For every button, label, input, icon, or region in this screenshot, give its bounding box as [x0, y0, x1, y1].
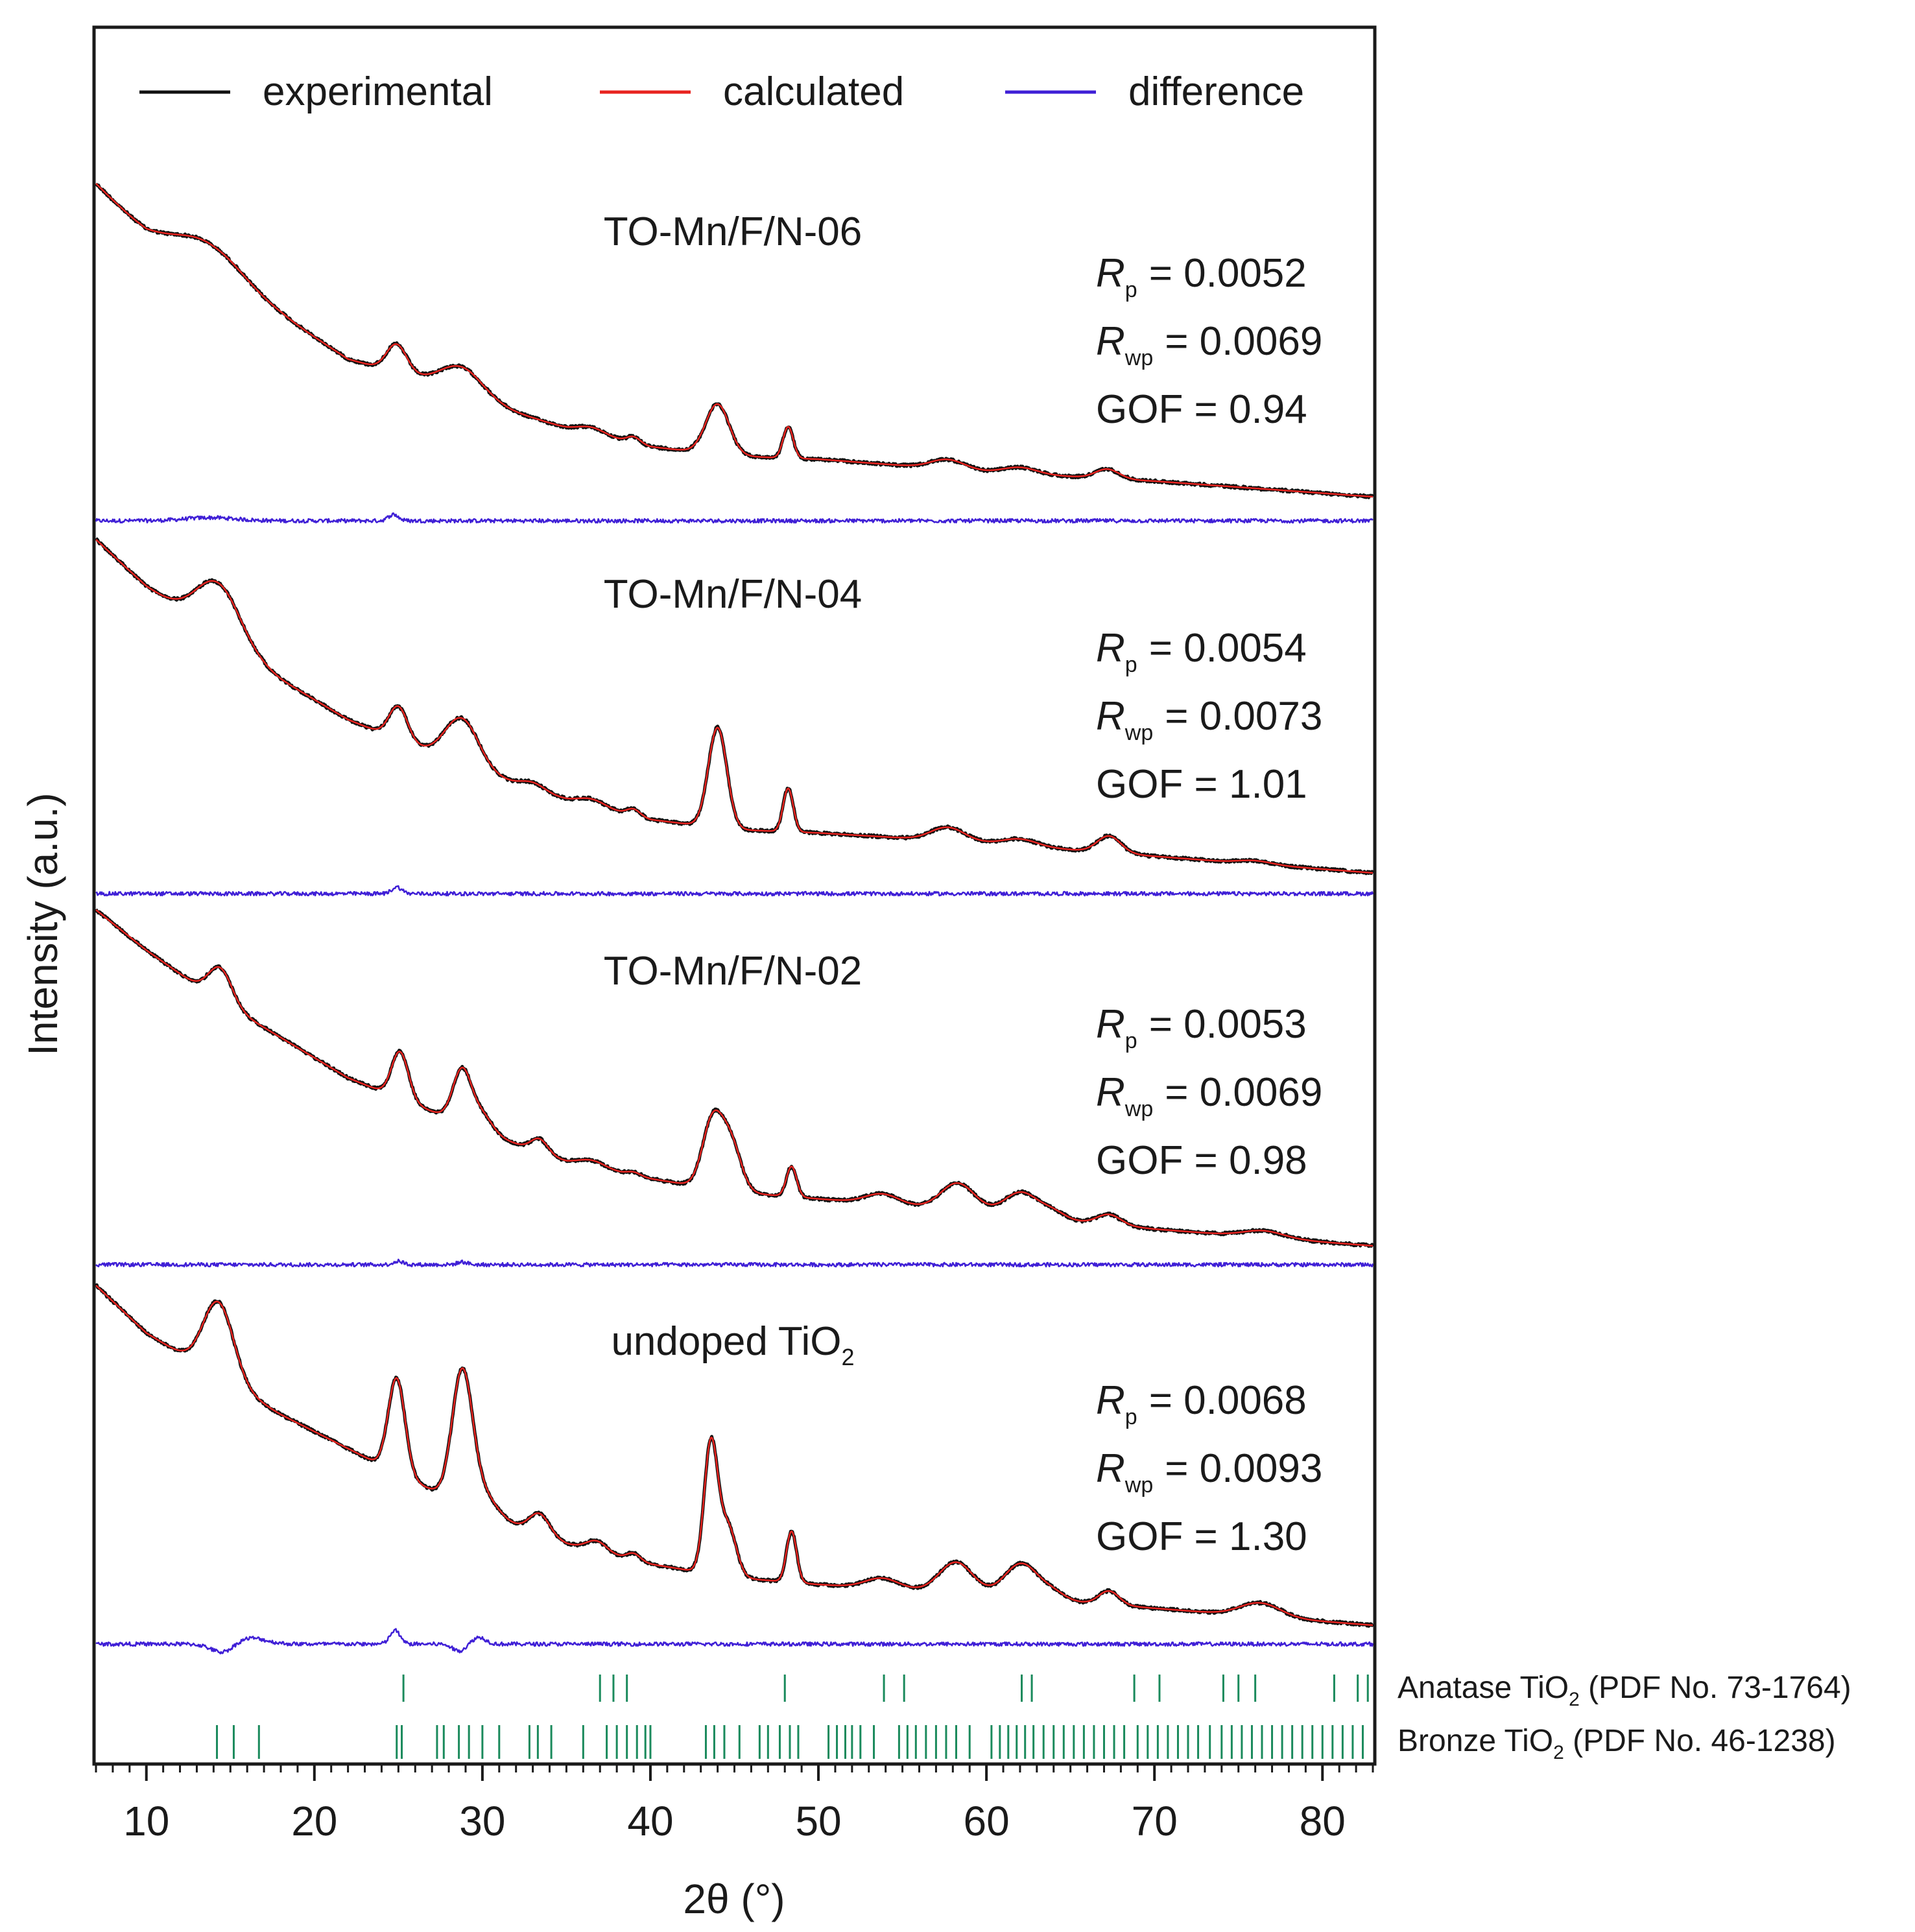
rp-label-p0: Rp = 0.0052: [1096, 251, 1307, 302]
gof-label-p2: GOF = 0.98: [1096, 1138, 1307, 1183]
sample-label-p0: TO-Mn/F/N-06: [604, 209, 862, 254]
rp-label-p2: Rp = 0.0053: [1096, 1002, 1307, 1053]
x-tick-label-40: 40: [627, 1798, 673, 1844]
difference-curve-p1: [95, 885, 1374, 897]
sample-label-p1: TO-Mn/F/N-04: [604, 572, 862, 617]
x-axis-title: 2θ (°): [683, 1876, 785, 1922]
reference-ticks-group: [216, 1675, 1369, 1759]
sample-label-p3-main: undoped TiO: [611, 1319, 841, 1364]
reference-label-bronze: Bronze TiO2 (PDF No. 46-1238): [1398, 1724, 1836, 1763]
calculated-curve-p3: [95, 1285, 1374, 1627]
legend-label-calculated: calculated: [723, 69, 904, 114]
rp-label-p3: Rp = 0.0068: [1096, 1378, 1307, 1429]
legend-label-difference: difference: [1128, 69, 1304, 114]
sample-label-p2: TO-Mn/F/N-02: [604, 949, 862, 994]
difference-curve-p3: [95, 1628, 1374, 1654]
rwp-label-p2: Rwp = 0.0069: [1096, 1070, 1322, 1121]
gof-label-p3: GOF = 1.30: [1096, 1514, 1307, 1559]
x-axis: 10 20 30 40 50 60 70 80: [95, 1764, 1374, 1844]
x-tick-label-60: 60: [964, 1798, 1010, 1844]
rwp-label-p3: Rwp = 0.0093: [1096, 1446, 1322, 1497]
difference-curve-p2: [95, 1258, 1374, 1268]
reference-label-anatase: Anatase TiO2 (PDF No. 73-1764): [1398, 1671, 1851, 1710]
gof-label-p0: GOF = 0.94: [1096, 387, 1307, 432]
calculated-curve-p1: [95, 539, 1374, 874]
sample-label-p3: undoped TiO2: [611, 1319, 854, 1370]
x-tick-label-10: 10: [123, 1798, 169, 1844]
calculated-curve-p0: [95, 183, 1374, 498]
x-tick-label-30: 30: [459, 1798, 505, 1844]
x-tick-label-20: 20: [291, 1798, 337, 1844]
gof-label-p1: GOF = 1.01: [1096, 762, 1307, 807]
stats-p3: Rp = 0.0068 Rwp = 0.0093 GOF = 1.30: [1096, 1378, 1322, 1559]
calculated-curve-p2: [95, 909, 1374, 1247]
curves-group: [94, 182, 1375, 1654]
stats-p0: Rp = 0.0052 Rwp = 0.0069 GOF = 0.94: [1096, 251, 1322, 432]
stats-p1: Rp = 0.0054 Rwp = 0.0073 GOF = 1.01: [1096, 626, 1322, 807]
rwp-label-p0: Rwp = 0.0069: [1096, 319, 1322, 370]
rp-label-p1: Rp = 0.0054: [1096, 626, 1307, 677]
difference-curve-p0: [95, 512, 1374, 524]
legend-label-experimental: experimental: [263, 69, 493, 114]
legend: experimental calculated difference: [139, 69, 1304, 114]
rwp-label-p1: Rwp = 0.0073: [1096, 694, 1322, 745]
x-tick-label-50: 50: [795, 1798, 841, 1844]
stats-p2: Rp = 0.0053 Rwp = 0.0069 GOF = 0.98: [1096, 1002, 1322, 1183]
y-axis-title: Intensity (a.u.): [19, 793, 66, 1056]
x-tick-label-70: 70: [1132, 1798, 1178, 1844]
x-tick-label-80: 80: [1300, 1798, 1346, 1844]
sample-label-p3-sub: 2: [842, 1344, 855, 1370]
